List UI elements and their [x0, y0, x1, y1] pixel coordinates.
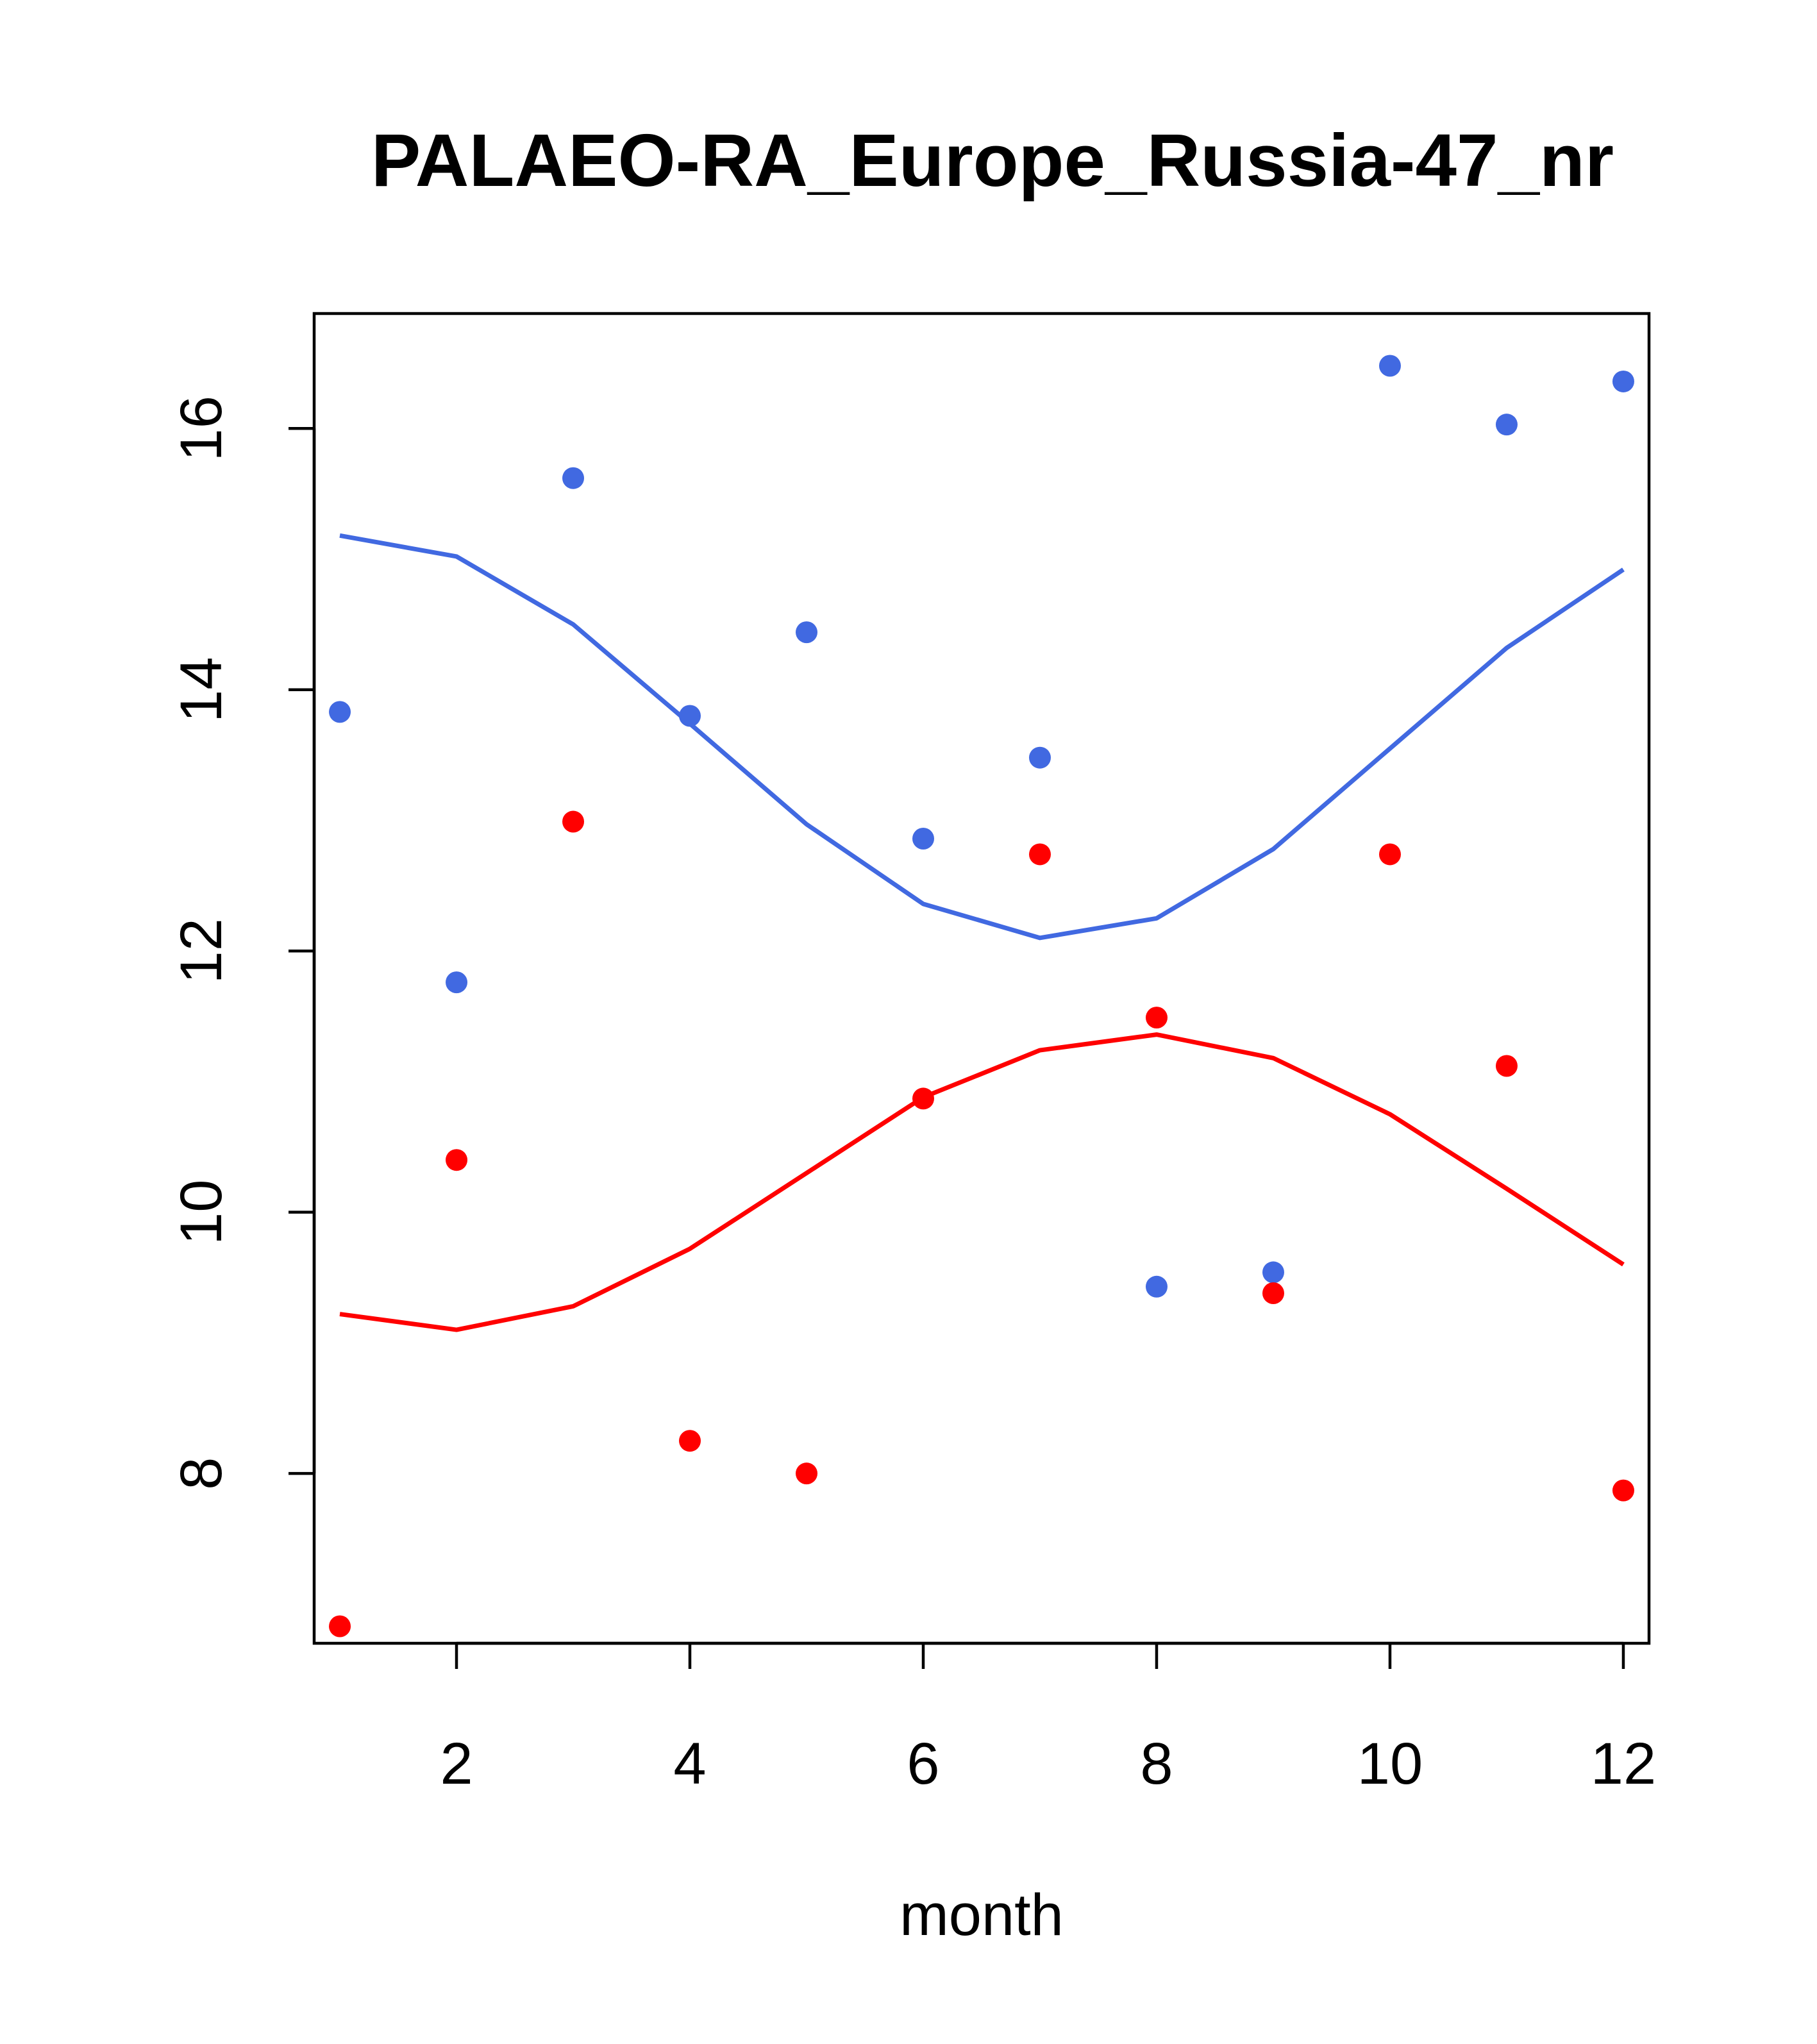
x-axis: 2 4 6 8 10 12	[440, 1641, 1656, 1797]
series-1-point	[1612, 370, 1634, 392]
series-2-point	[329, 1615, 351, 1638]
y-tick-label: 16	[169, 396, 234, 461]
series-1-point	[796, 621, 818, 644]
series-2-point	[1378, 843, 1401, 866]
series-2-point	[1262, 1282, 1284, 1304]
series-2-point	[446, 1149, 468, 1171]
x-tick-label: 6	[907, 1731, 939, 1797]
y-tick-label: 10	[169, 1180, 234, 1245]
x-tick-label: 12	[1591, 1731, 1656, 1797]
series-2-point	[1612, 1479, 1634, 1502]
series-1-line	[339, 533, 1625, 941]
series-2-point	[1495, 1055, 1518, 1077]
x-tick-label: 10	[1357, 1731, 1423, 1797]
series-2-point	[912, 1087, 935, 1110]
series-2-point	[562, 810, 585, 833]
series-2-point	[796, 1462, 818, 1485]
series-2-point	[679, 1430, 701, 1452]
series-1-point	[329, 701, 351, 723]
y-tick-label: 12	[169, 918, 234, 984]
series-1-point	[562, 467, 585, 489]
y-tick-label: 8	[169, 1457, 234, 1490]
series-1-point	[1495, 414, 1518, 436]
series-1-point	[679, 705, 701, 727]
series-2-point	[1028, 843, 1051, 866]
x-tick-label: 8	[1140, 1731, 1173, 1797]
series-2-line	[339, 1032, 1625, 1332]
y-tick-label: 14	[169, 657, 234, 723]
x-tick-label: 4	[673, 1731, 706, 1797]
x-axis-label: month	[900, 1882, 1064, 1948]
series-1-point	[1262, 1261, 1284, 1284]
y-axis: 8 10 12 14 16	[169, 396, 316, 1490]
series-2-point	[1145, 1007, 1168, 1029]
series-1-point	[1028, 746, 1051, 769]
series-1-point	[912, 828, 935, 850]
x-tick-label: 2	[440, 1731, 473, 1797]
series-1-point	[446, 971, 468, 994]
series-1-point	[1145, 1275, 1168, 1298]
series-layer	[329, 355, 1634, 1638]
chart-title: PALAEO-RA_Europe_Russia-47_nr	[371, 119, 1614, 202]
series-1-point	[1378, 355, 1401, 377]
